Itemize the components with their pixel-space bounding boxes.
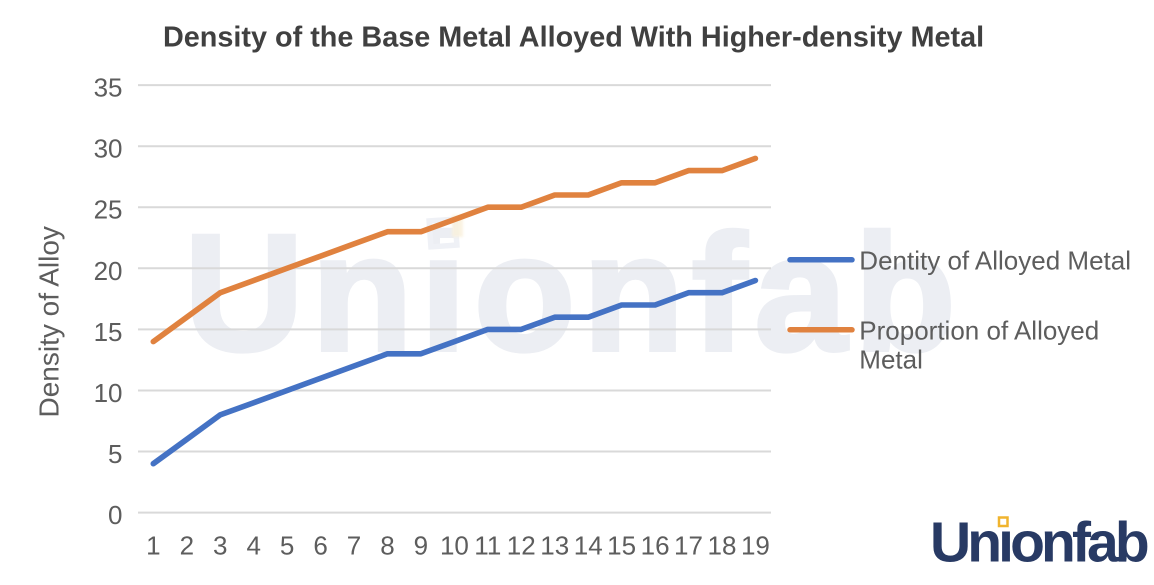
- svg-text:Density of the Base Metal Allo: Density of the Base Metal Alloyed With H…: [163, 22, 984, 54]
- svg-text:35: 35: [94, 73, 123, 103]
- svg-text:Metal: Metal: [859, 345, 923, 375]
- svg-text:8: 8: [380, 531, 394, 561]
- svg-text:30: 30: [94, 134, 123, 164]
- svg-text:Unionfab: Unionfab: [930, 511, 1148, 575]
- svg-text:15: 15: [607, 531, 636, 561]
- svg-text:Proportion of Alloyed: Proportion of Alloyed: [859, 315, 1099, 345]
- svg-text:10: 10: [94, 378, 123, 408]
- svg-text:Unionfab: Unionfab: [184, 201, 963, 386]
- svg-text:2: 2: [180, 531, 194, 561]
- svg-text:Density of Alloy: Density of Alloy: [34, 226, 65, 417]
- svg-text:13: 13: [540, 531, 569, 561]
- svg-text:25: 25: [94, 195, 123, 225]
- svg-text:12: 12: [507, 531, 536, 561]
- svg-text:18: 18: [708, 531, 737, 561]
- svg-text:6: 6: [313, 531, 327, 561]
- svg-text:Dentity of Alloyed Metal: Dentity of Alloyed Metal: [859, 245, 1131, 275]
- svg-text:5: 5: [108, 439, 122, 469]
- svg-text:17: 17: [674, 531, 703, 561]
- svg-text:1: 1: [146, 531, 160, 561]
- svg-text:5: 5: [280, 531, 294, 561]
- svg-text:9: 9: [414, 531, 428, 561]
- svg-text:14: 14: [574, 531, 603, 561]
- svg-text:3: 3: [213, 531, 227, 561]
- svg-text:19: 19: [741, 531, 770, 561]
- svg-text:11: 11: [474, 531, 501, 561]
- svg-text:4: 4: [246, 531, 260, 561]
- svg-text:10: 10: [440, 531, 469, 561]
- svg-text:16: 16: [641, 531, 670, 561]
- svg-text:20: 20: [94, 256, 123, 286]
- svg-text:15: 15: [94, 317, 123, 347]
- svg-text:7: 7: [347, 531, 361, 561]
- svg-text:0: 0: [108, 500, 122, 530]
